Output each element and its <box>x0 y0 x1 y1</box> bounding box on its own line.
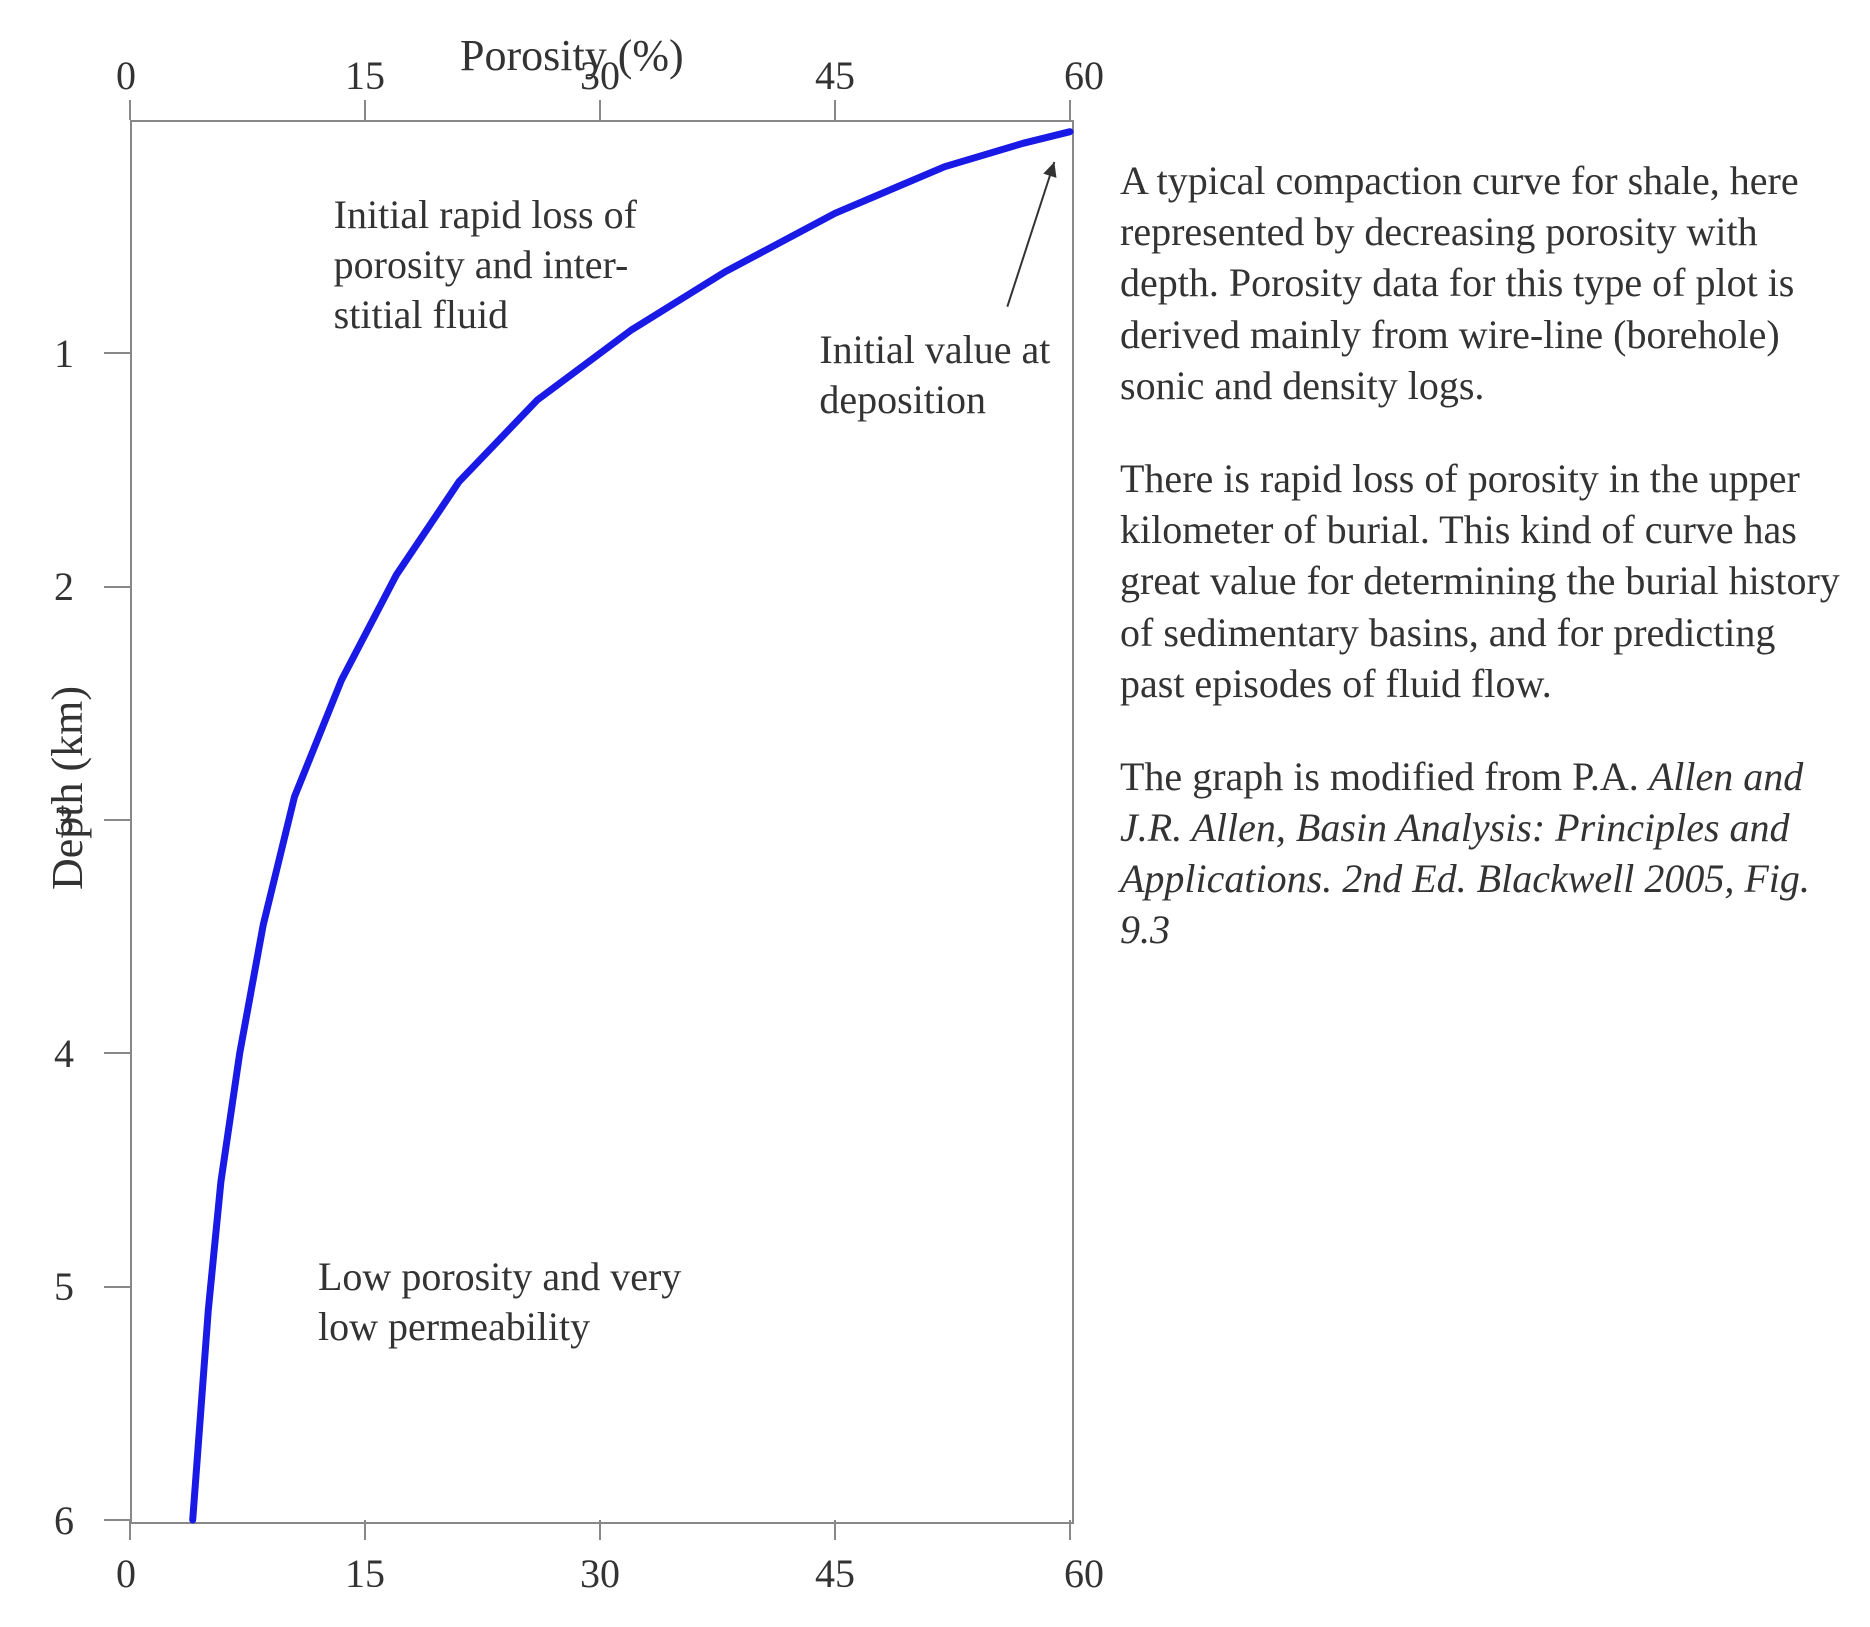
annotation-initial-value: Initial value atdeposition <box>819 325 1050 425</box>
x-tick-label-bottom: 0 <box>116 1550 136 1597</box>
page-root: Porosity (%) Depth (km) A typical compac… <box>0 0 1870 1627</box>
x-tick-label-top: 15 <box>345 52 385 99</box>
y-tick <box>104 1286 130 1288</box>
side-para-3: The graph is modified from P.A. Allen an… <box>1120 751 1840 956</box>
side-para-2: There is rapid loss of porosity in the u… <box>1120 453 1840 709</box>
side-para-1: A typical compaction curve for shale, he… <box>1120 155 1840 411</box>
annotation-rapid-loss: Initial rapid loss ofporosity and inter-… <box>334 190 637 340</box>
x-tick-label-bottom: 45 <box>815 1550 855 1597</box>
x-tick-top <box>834 100 836 120</box>
x-tick-bottom <box>834 1520 836 1540</box>
x-tick-top <box>129 100 131 120</box>
side-description: A typical compaction curve for shale, he… <box>1120 155 1840 998</box>
x-tick-label-bottom: 15 <box>345 1550 385 1597</box>
x-tick-bottom <box>599 1520 601 1540</box>
annotation-low-porosity: Low porosity and verylow permeability <box>318 1252 681 1352</box>
x-tick-top <box>364 100 366 120</box>
y-tick-label: 4 <box>54 1030 74 1077</box>
x-tick-label-top: 0 <box>116 52 136 99</box>
x-tick-label-top: 45 <box>815 52 855 99</box>
y-tick-label: 6 <box>54 1497 74 1544</box>
x-tick-top <box>599 100 601 120</box>
y-tick-label: 2 <box>54 563 74 610</box>
y-tick <box>104 1519 130 1521</box>
x-tick-bottom <box>1069 1520 1071 1540</box>
x-tick-bottom <box>364 1520 366 1540</box>
y-tick <box>104 1052 130 1054</box>
y-tick <box>104 586 130 588</box>
y-tick <box>104 352 130 354</box>
x-tick-label-top: 30 <box>580 52 620 99</box>
y-tick-label: 3 <box>54 797 74 844</box>
x-tick-top <box>1069 100 1071 120</box>
arrow-line <box>1007 162 1054 307</box>
x-tick-bottom <box>129 1520 131 1540</box>
y-tick-label: 5 <box>54 1263 74 1310</box>
x-tick-label-bottom: 60 <box>1064 1550 1104 1597</box>
y-tick <box>104 819 130 821</box>
y-tick-label: 1 <box>54 330 74 377</box>
x-tick-label-top: 60 <box>1064 52 1104 99</box>
x-tick-label-bottom: 30 <box>580 1550 620 1597</box>
side-para-3-lead: The graph is modified from P.A. <box>1120 754 1639 799</box>
arrow-head-icon <box>1043 162 1056 178</box>
